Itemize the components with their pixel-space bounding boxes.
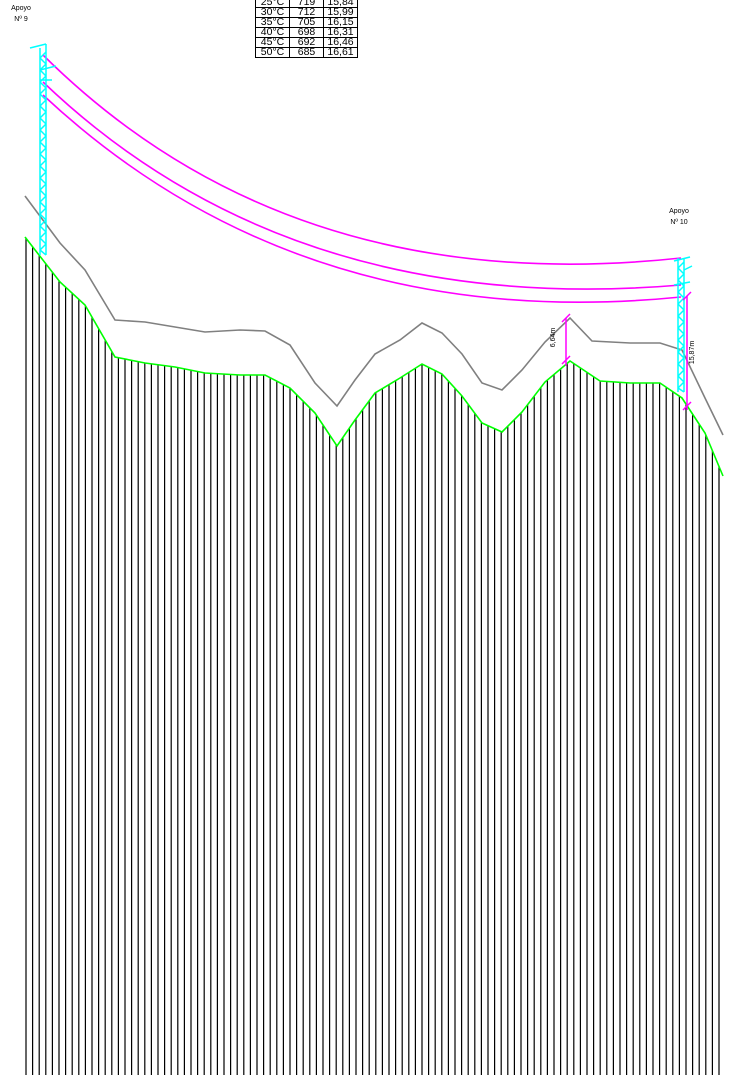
- terrain-hatching: [25, 238, 720, 1075]
- lattice-brace: [39, 219, 47, 227]
- support-left-label: Apoyo Nº 9: [1, 5, 41, 23]
- lattice-brace: [677, 291, 685, 299]
- lattice-brace: [39, 249, 47, 256]
- lattice-brace: [677, 375, 685, 383]
- ground-profile-line: [24, 236, 724, 477]
- lattice-brace: [39, 177, 47, 185]
- lattice-brace: [677, 339, 685, 347]
- tower-left: [29, 43, 57, 256]
- lattice-brace: [39, 135, 47, 143]
- lattice-brace: [39, 69, 47, 77]
- lattice-brace: [39, 231, 47, 239]
- lattice-brace: [677, 327, 685, 335]
- lattice-brace: [39, 195, 47, 203]
- lattice-brace: [39, 165, 47, 173]
- lattice-brace: [39, 213, 47, 221]
- lattice-brace: [39, 153, 47, 161]
- lattice-brace: [39, 201, 47, 209]
- lattice-brace: [677, 261, 685, 269]
- clearance-label: 6,64m: [550, 327, 558, 348]
- tower-height-label: 15,87m: [689, 340, 697, 365]
- lattice-brace: [39, 171, 47, 179]
- lattice-brace: [677, 369, 685, 377]
- lattice-brace: [677, 279, 685, 287]
- lattice-brace: [677, 387, 685, 393]
- conductor-middle: [42, 81, 682, 290]
- lattice-brace: [39, 159, 47, 167]
- lattice-brace: [39, 207, 47, 215]
- lattice-brace: [677, 351, 685, 359]
- table-cell-temp: 50°C: [255, 47, 290, 58]
- lattice-brace: [677, 363, 685, 371]
- lattice-brace: [677, 321, 685, 329]
- support-right-line1: Apoyo: [669, 208, 689, 215]
- lattice-brace: [39, 243, 47, 251]
- safety-clearance-line: [24, 195, 724, 436]
- lattice-brace: [39, 147, 47, 155]
- clearance-dimension: [561, 313, 571, 366]
- lattice-brace: [677, 333, 685, 341]
- lattice-brace: [39, 51, 47, 59]
- lattice-brace: [39, 105, 47, 113]
- tower-right: [673, 256, 693, 393]
- table-row: 50°C 685 16,61: [255, 47, 358, 58]
- lattice-brace: [677, 381, 685, 389]
- table-cell-sag: 16,61: [323, 47, 358, 58]
- table-cell-tension: 685: [289, 47, 324, 58]
- lattice-brace: [677, 267, 685, 275]
- lattice-brace: [39, 237, 47, 245]
- lattice-brace: [39, 111, 47, 119]
- lattice-brace: [39, 87, 47, 95]
- lattice-brace: [39, 117, 47, 125]
- conductor-top: [42, 54, 682, 265]
- lattice-brace: [39, 141, 47, 149]
- sag-tension-table: 25°C 719 15,84 30°C 712 15,99 35°C 705 16,15 40°C…: [255, 0, 358, 58]
- lattice-brace: [39, 57, 47, 65]
- support-right-label: Apoyo Nº 10: [659, 208, 699, 226]
- lattice-brace: [39, 63, 47, 71]
- support-left-line2: Nº 9: [14, 16, 28, 23]
- support-left-line1: Apoyo: [11, 5, 31, 12]
- lattice-brace: [677, 309, 685, 317]
- conductor-bottom: [42, 94, 682, 303]
- lattice-brace: [39, 189, 47, 197]
- support-right-line2: Nº 10: [670, 219, 688, 226]
- lattice-brace: [39, 75, 47, 83]
- lattice-brace: [677, 315, 685, 323]
- lattice-brace: [39, 225, 47, 233]
- lattice-brace: [677, 357, 685, 365]
- lattice-brace: [39, 81, 47, 89]
- lattice-brace: [677, 285, 685, 293]
- lattice-brace: [39, 93, 47, 101]
- lattice-brace: [39, 129, 47, 137]
- lattice-brace: [677, 345, 685, 353]
- tower-height-dimension: [682, 291, 692, 411]
- lattice-brace: [677, 303, 685, 311]
- lattice-brace: [39, 183, 47, 191]
- lattice-brace: [39, 123, 47, 131]
- lattice-brace: [677, 273, 685, 281]
- lattice-brace: [39, 99, 47, 107]
